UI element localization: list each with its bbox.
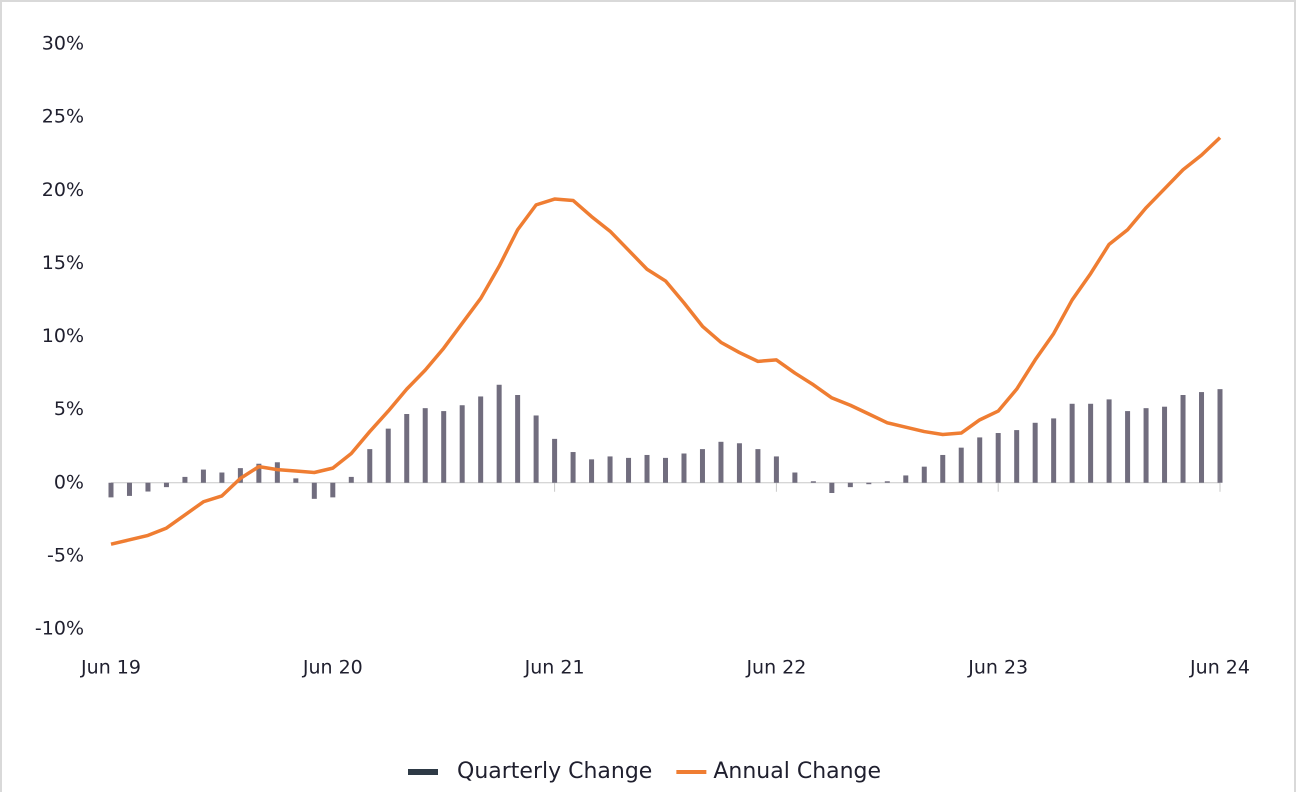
bar: [1069, 403, 1075, 483]
bar: [256, 463, 262, 483]
y-tick-label: 30%: [42, 33, 84, 55]
bar: [126, 482, 132, 496]
bar: [736, 443, 742, 483]
bar: [404, 414, 410, 483]
bar: [533, 415, 539, 483]
bar: [626, 457, 632, 483]
bar: [182, 476, 188, 483]
y-tick-label: 20%: [42, 179, 84, 201]
bar: [422, 408, 428, 483]
bar: [1014, 430, 1020, 483]
bar: [1162, 406, 1168, 483]
y-tick-label: 10%: [42, 325, 84, 347]
bar: [589, 459, 595, 483]
bar: [293, 478, 299, 483]
bar: [330, 482, 336, 498]
bar: [496, 384, 502, 483]
bar: [663, 457, 668, 483]
legend-label: Annual Change: [713, 759, 881, 784]
bar: [459, 405, 465, 483]
y-tick-label: 15%: [42, 252, 84, 274]
bar: [773, 456, 779, 483]
bar: [570, 452, 576, 483]
y-tick-label: 0%: [54, 471, 84, 493]
x-tick-label: Jun 21: [524, 657, 585, 679]
bar: [644, 454, 650, 483]
legend-label: Quarterly Change: [457, 759, 652, 784]
bar: [274, 462, 280, 483]
bar: [1199, 392, 1205, 483]
bar: [1180, 395, 1186, 483]
x-tick-label: Jun 24: [1189, 657, 1250, 679]
bar: [1088, 403, 1094, 483]
bar: [478, 396, 484, 483]
bar: [940, 454, 946, 483]
bar: [219, 472, 225, 483]
bar: [1143, 408, 1149, 483]
bar: [348, 476, 354, 483]
bar: [829, 482, 835, 493]
bar: [1051, 418, 1057, 483]
bar: [607, 456, 613, 483]
bar: [792, 472, 798, 483]
x-tick-label: Jun 20: [302, 657, 363, 679]
bar: [903, 475, 909, 483]
bar: [1217, 389, 1223, 483]
bar: [441, 411, 447, 483]
y-tick-label: 5%: [54, 398, 84, 420]
bar: [810, 481, 816, 483]
legend-swatch: [408, 769, 438, 775]
bar: [108, 482, 114, 498]
bar: [921, 466, 927, 483]
bar: [681, 453, 687, 483]
bar: [977, 437, 983, 483]
bar: [145, 482, 151, 492]
bar: [1125, 411, 1131, 483]
x-tick-label: Jun 19: [80, 657, 141, 679]
x-tick-label: Jun 22: [745, 657, 806, 679]
bar: [958, 447, 964, 483]
bar: [699, 449, 705, 483]
x-tick-label: Jun 23: [967, 657, 1028, 679]
bar: [755, 449, 761, 483]
bar: [718, 441, 724, 483]
bar: [884, 481, 890, 483]
y-tick-label: -5%: [47, 544, 84, 566]
bar: [237, 468, 243, 483]
y-tick-label: 25%: [42, 106, 84, 128]
y-tick-label: -10%: [35, 618, 84, 640]
bar: [1106, 399, 1112, 483]
bar: [1032, 422, 1038, 483]
bar: [200, 469, 206, 483]
bar: [385, 428, 391, 483]
bar: [515, 395, 521, 483]
bar: [163, 482, 169, 488]
bar: [311, 482, 317, 499]
bar: [995, 433, 1001, 483]
line: [110, 136, 1222, 546]
bar: [847, 482, 853, 488]
bar: [367, 449, 373, 483]
bar: [866, 482, 872, 485]
bar: [552, 438, 558, 483]
